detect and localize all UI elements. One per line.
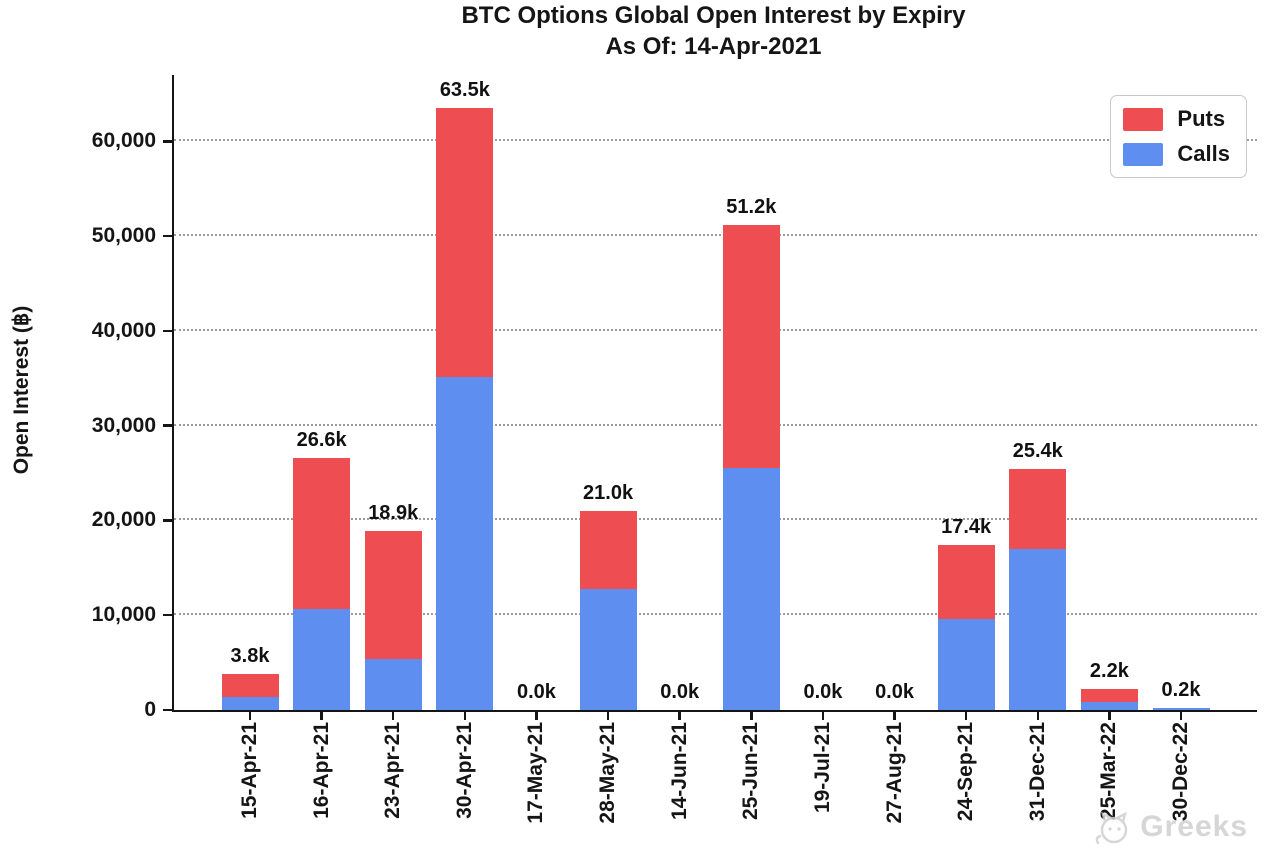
gridline xyxy=(174,613,1257,616)
legend: Puts Calls xyxy=(1110,95,1247,178)
chart-title-line2: As Of: 14-Apr-2021 xyxy=(605,33,822,60)
calls-bar-segment xyxy=(937,619,995,710)
calls-bar-segment xyxy=(1009,548,1067,710)
y-axis-tick xyxy=(163,140,174,143)
x-axis-tick xyxy=(463,710,467,720)
bar-total-label: 0.2k xyxy=(1161,679,1201,702)
bar-total-label: 0.0k xyxy=(875,681,914,703)
x-tick-label: 31-Dec-21 xyxy=(1025,722,1049,822)
x-axis-tick xyxy=(678,710,681,720)
calls-color-swatch xyxy=(1123,142,1164,166)
x-axis-tick xyxy=(1108,710,1111,720)
x-tick-label: 14-Jun-21 xyxy=(667,722,691,821)
y-tick-label: 20,000 xyxy=(91,508,156,532)
calls-bar-segment xyxy=(293,608,351,710)
x-axis-tick xyxy=(821,710,825,720)
y-axis-tick xyxy=(163,424,174,427)
gridline xyxy=(174,328,1257,331)
legend-label-calls: Calls xyxy=(1177,141,1230,166)
calls-bar-segment xyxy=(221,696,279,710)
gridline xyxy=(174,139,1257,142)
x-tick-label: 19-Jul-21 xyxy=(810,722,834,814)
y-tick-label: 40,000 xyxy=(91,318,156,342)
x-tick-label: 23-Apr-21 xyxy=(381,722,405,819)
y-tick-label: 0 xyxy=(144,698,156,721)
calls-bar-segment xyxy=(364,658,422,710)
y-tick-label: 10,000 xyxy=(91,603,156,627)
x-tick-label: 27-Aug-21 xyxy=(882,722,906,824)
y-axis-tick xyxy=(163,519,174,522)
y-axis-label: Open Interest (฿) xyxy=(10,305,33,475)
x-axis-tick xyxy=(391,710,395,720)
plot-area: 0 10,000 20,000 30,000 40,000 50,000 60,000 3.8… xyxy=(92,75,1257,824)
greeks-logo-icon xyxy=(1095,811,1128,845)
puts-bar-segment xyxy=(436,108,494,378)
x-tick-label: 16-Apr-21 xyxy=(309,722,333,819)
bar-total-label: 0.0k xyxy=(516,681,556,703)
x-axis-tick xyxy=(606,710,610,720)
watermark-text: Greeks xyxy=(1140,810,1248,843)
x-tick-label: 24-Sep-21 xyxy=(954,722,978,822)
x-axis-tick xyxy=(750,710,753,720)
x-tick-label: 17-May-21 xyxy=(524,722,548,824)
x-axis-tick xyxy=(248,710,252,720)
bar-total-label: 0.0k xyxy=(660,681,700,703)
calls-bar-segment xyxy=(1152,708,1210,710)
puts-bar-segment xyxy=(722,224,780,469)
bar-total-label: 3.8k xyxy=(230,645,270,667)
puts-bar-segment xyxy=(1009,469,1067,549)
puts-bar-segment xyxy=(221,674,279,697)
legend-label-puts: Puts xyxy=(1177,106,1226,131)
bar-total-label: 51.2k xyxy=(726,195,777,218)
bar-total-label: 18.9k xyxy=(368,501,419,524)
puts-color-swatch xyxy=(1123,107,1164,131)
y-axis-tick xyxy=(163,329,174,333)
puts-bar-segment xyxy=(293,457,351,609)
calls-bar-segment xyxy=(436,377,494,710)
bar-total-label: 21.0k xyxy=(583,481,634,504)
x-axis-tick xyxy=(964,710,968,720)
calls-bar-segment xyxy=(722,468,780,710)
puts-bar-segment xyxy=(579,510,637,589)
gridline xyxy=(174,234,1257,237)
y-axis-tick xyxy=(163,613,174,617)
puts-bar-segment xyxy=(364,530,422,659)
bar-total-label: 26.6k xyxy=(296,428,347,451)
legend-row-calls: Calls xyxy=(1123,141,1230,167)
y-axis-tick xyxy=(163,708,174,712)
x-axis-tick xyxy=(535,710,538,720)
puts-bar-segment xyxy=(1080,689,1138,703)
x-axis-tick xyxy=(320,710,323,720)
watermark: Greeks xyxy=(1092,806,1248,848)
chart-title-line1: BTC Options Global Open Interest by Expi… xyxy=(461,2,966,29)
x-tick-label: 30-Apr-21 xyxy=(452,722,476,819)
x-tick-label: 15-Apr-21 xyxy=(238,722,261,819)
x-tick-label: 25-Jun-21 xyxy=(739,722,763,821)
x-axis-tick xyxy=(893,710,896,720)
bar-total-label: 63.5k xyxy=(439,79,490,102)
x-tick-label: 28-May-21 xyxy=(596,722,620,824)
bar-total-label: 2.2k xyxy=(1089,660,1129,683)
y-tick-label: 60,000 xyxy=(91,129,156,153)
y-tick-label: 30,000 xyxy=(91,413,156,437)
y-tick-label: 50,000 xyxy=(91,224,156,248)
calls-bar-segment xyxy=(1080,702,1138,710)
puts-bar-segment xyxy=(937,545,995,620)
x-axis-tick xyxy=(1036,710,1040,720)
y-axis-tick xyxy=(163,234,174,238)
bar-total-label: 0.0k xyxy=(803,681,843,703)
bar-total-label: 17.4k xyxy=(941,516,992,539)
legend-row-puts: Puts xyxy=(1123,106,1230,132)
chart-title: BTC Options Global Open Interest by Expi… xyxy=(172,0,1255,62)
bar-total-label: 25.4k xyxy=(1012,440,1063,463)
calls-bar-segment xyxy=(579,588,637,710)
gridline xyxy=(174,423,1257,426)
gridline xyxy=(174,518,1257,521)
x-axis-tick xyxy=(1179,710,1183,720)
